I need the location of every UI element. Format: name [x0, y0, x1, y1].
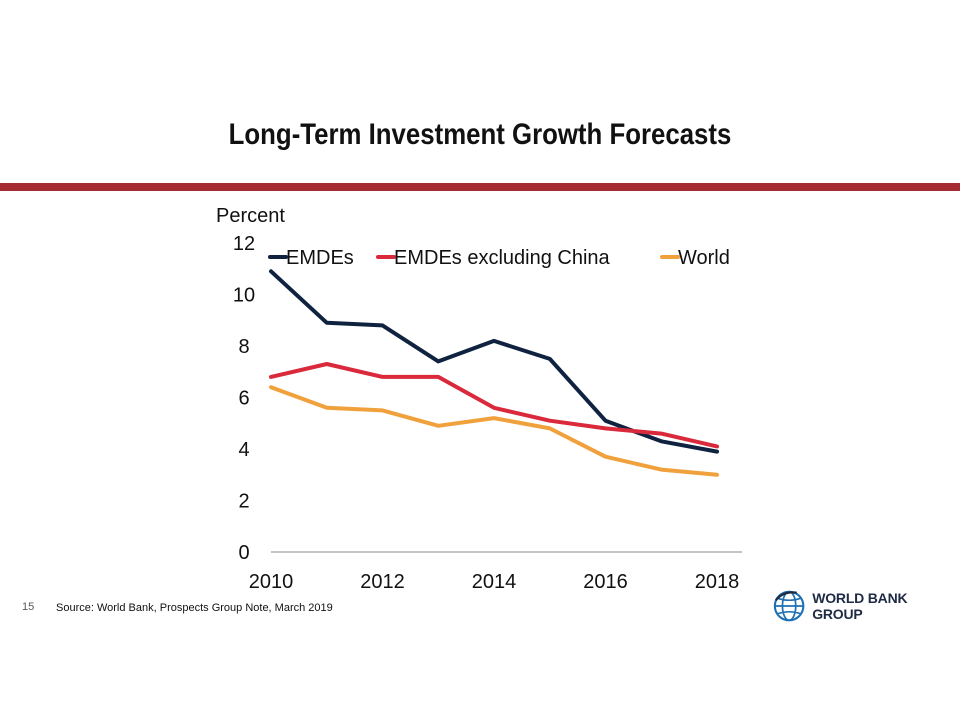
y-tick-label: 2 [238, 491, 249, 513]
x-tick-label: 2016 [583, 571, 628, 593]
x-tick-label: 2018 [695, 571, 740, 593]
page-number: 15 [22, 601, 35, 613]
y-tick-label: 0 [238, 542, 249, 564]
series-line-emdes-excluding-china [269, 362, 719, 449]
logo-text: WORLD BANK GROUP [812, 590, 908, 622]
legend-label: EMDEs [286, 247, 354, 269]
y-tick-label: 4 [238, 439, 249, 461]
source-note: Source: World Bank, Prospects Group Note… [56, 602, 333, 614]
title-divider [0, 183, 960, 191]
legend-label: EMDEs excluding China [394, 247, 611, 269]
legend-label: World [678, 247, 730, 269]
series-line-world [269, 385, 719, 477]
world-bank-logo: WORLD BANK GROUP [772, 586, 954, 626]
y-axis-label: Percent [216, 205, 285, 227]
slide-title: Long-Term Investment Growth Forecasts [228, 118, 732, 151]
series-line-emdes [269, 269, 719, 454]
y-tick-label: 8 [238, 336, 249, 358]
y-tick-label: 12 [233, 233, 255, 255]
y-tick-label: 6 [238, 388, 249, 410]
x-tick-label: 2010 [249, 571, 294, 593]
globe-icon [773, 590, 805, 622]
x-tick-label: 2012 [360, 571, 405, 593]
y-tick-label: 10 [233, 285, 255, 307]
x-tick-label: 2014 [472, 571, 517, 593]
